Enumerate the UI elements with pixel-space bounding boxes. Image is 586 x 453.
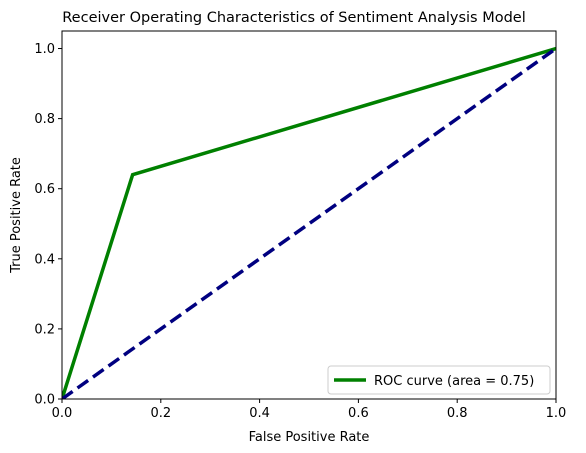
legend-box bbox=[327, 365, 551, 395]
plot-frame bbox=[61, 30, 557, 400]
x-tick-label: 1.0 bbox=[546, 406, 567, 421]
x-tick-label: 0.0 bbox=[52, 406, 73, 421]
series-line-chance-diagonal bbox=[62, 47, 556, 399]
y-tick-label: 0.0 bbox=[34, 393, 55, 408]
chart-title: Receiver Operating Characteristics of Se… bbox=[62, 10, 526, 26]
x-tick-label: 0.2 bbox=[150, 406, 171, 421]
y-tick-label: 1.0 bbox=[34, 42, 55, 57]
y-tick-label: 0.2 bbox=[34, 322, 55, 337]
series-group bbox=[62, 46, 556, 399]
y-axis-label: True Positive Rate bbox=[9, 157, 24, 274]
y-tick-label: 0.4 bbox=[34, 252, 55, 267]
legend-label-roc-curve: ROC curve (area = 0.75) bbox=[374, 374, 534, 389]
y-tick-label: 0.8 bbox=[34, 112, 55, 127]
legend: ROC curve (area = 0.75) bbox=[327, 365, 551, 395]
series-line-roc-curve bbox=[62, 46, 556, 399]
x-axis-ticks: 0.0 0.2 0.4 0.6 0.8 1.0 bbox=[52, 399, 567, 421]
y-axis-ticks: 0.0 0.2 0.4 0.6 0.8 1.0 bbox=[34, 42, 62, 408]
x-axis-label: False Positive Rate bbox=[249, 430, 370, 445]
x-tick-label: 0.8 bbox=[447, 406, 468, 421]
plot-area bbox=[61, 30, 557, 400]
x-tick-label: 0.6 bbox=[348, 406, 369, 421]
y-tick-label: 0.6 bbox=[34, 182, 55, 197]
x-tick-label: 0.4 bbox=[249, 406, 270, 421]
